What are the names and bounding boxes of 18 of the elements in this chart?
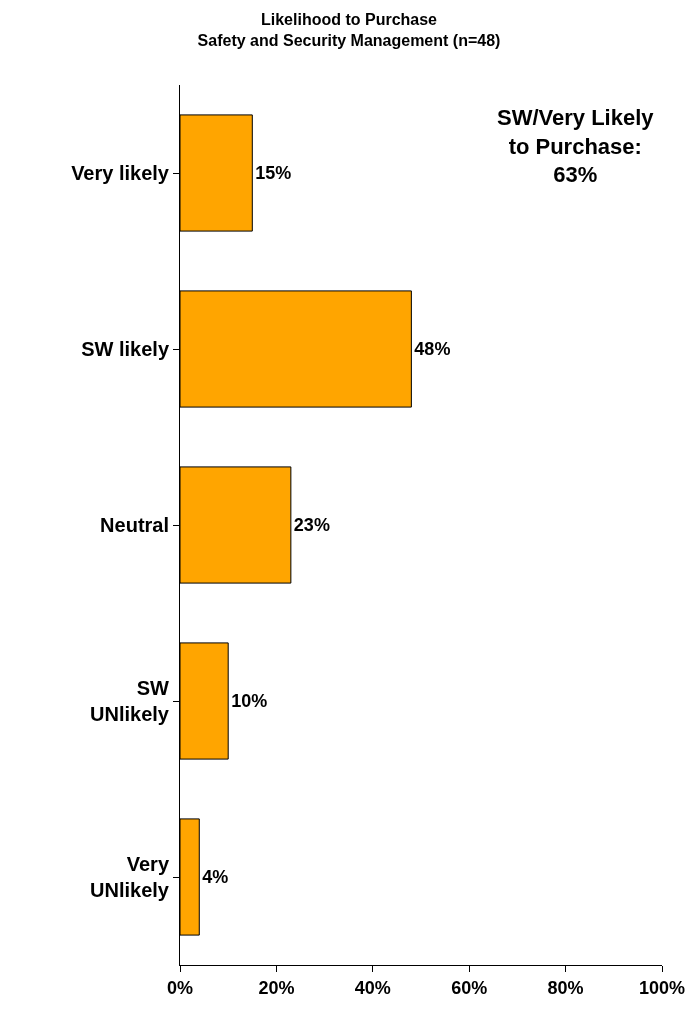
x-tick-label: 100% (638, 977, 686, 998)
annotation: SW/Very Likely to Purchase: 63% (497, 105, 655, 188)
y-tick-label: Very likely (71, 162, 170, 184)
data-label: 15% (255, 163, 292, 183)
chart-title: Likelihood to Purchase Safety and Security Management (n=48) (197, 11, 501, 50)
x-tick-label: 20% (258, 977, 295, 998)
x-tick-label: 80% (547, 977, 584, 998)
x-tick-label: 40% (354, 977, 391, 998)
y-tick-label: SW UNlikely (90, 677, 170, 725)
data-label: 23% (293, 515, 330, 535)
data-label: 48% (414, 339, 451, 359)
data-label: 4% (202, 867, 229, 887)
x-tick-label: 60% (451, 977, 488, 998)
y-tick-label: SW likely (81, 338, 170, 360)
y-tick-label: Neutral (100, 514, 169, 536)
y-tick-label: Very UNlikely (90, 853, 170, 901)
data-label: 10% (231, 691, 268, 711)
x-tick-label: 0% (166, 977, 194, 998)
